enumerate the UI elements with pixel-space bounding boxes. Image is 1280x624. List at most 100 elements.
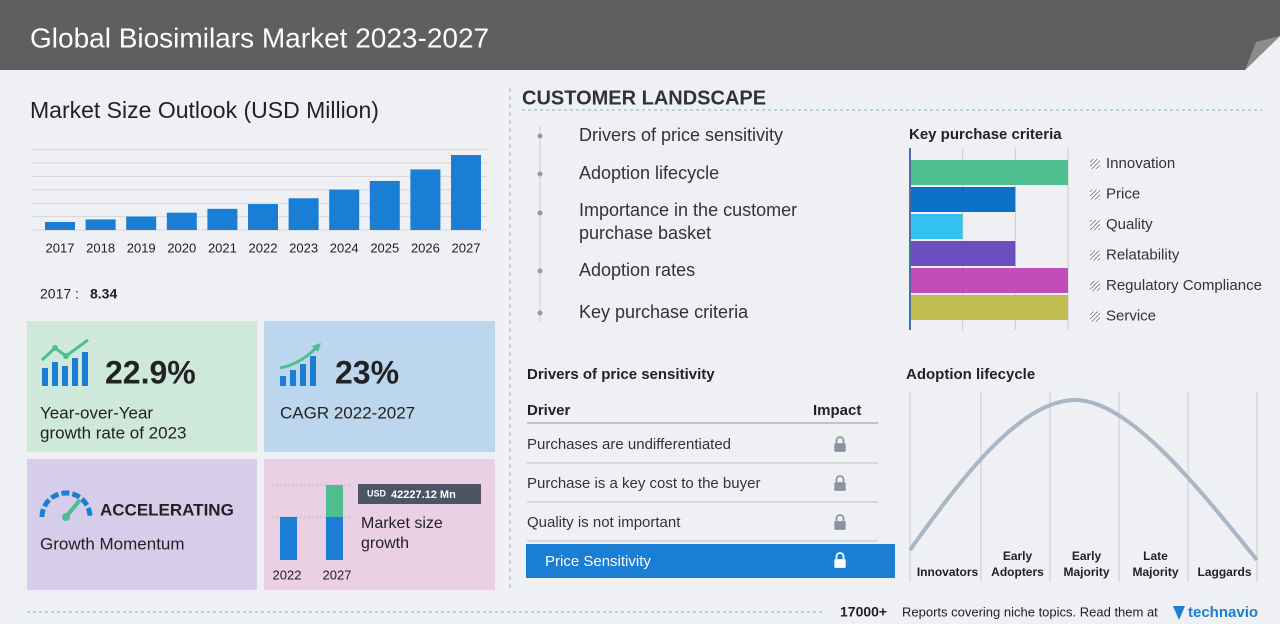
mini-bar bbox=[280, 517, 297, 560]
bar bbox=[451, 155, 481, 230]
currency: USD bbox=[367, 488, 387, 498]
lock-icon bbox=[834, 437, 845, 452]
x-tick-label: 2020 bbox=[167, 240, 196, 255]
item-text: Adoption rates bbox=[579, 260, 695, 280]
base-year: 2017 bbox=[40, 286, 71, 302]
card bbox=[27, 459, 257, 590]
x-tick-label: 2017 bbox=[46, 240, 75, 255]
momentum-label: ACCELERATING bbox=[100, 500, 234, 519]
momentum-sublabel: Growth Momentum bbox=[40, 534, 185, 553]
stage-label: Adopters bbox=[991, 565, 1044, 579]
row-text: Purchase is a key cost to the buyer bbox=[527, 475, 760, 492]
table-title: Drivers of price sensitivity bbox=[527, 366, 715, 383]
stage-label: Early bbox=[1003, 549, 1033, 563]
card-value: 22.9% bbox=[105, 354, 196, 390]
bar bbox=[910, 160, 1068, 185]
landscape-items: Drivers of price sensitivity Adoption lif… bbox=[538, 125, 798, 322]
legend-swatch bbox=[1090, 220, 1100, 230]
bar bbox=[126, 217, 156, 230]
footer-count: 17000+ bbox=[840, 604, 887, 620]
footer-text: Reports covering niche topics. Read them… bbox=[902, 604, 1158, 619]
lock-icon bbox=[834, 515, 845, 530]
legend-swatch bbox=[1090, 251, 1100, 261]
bar bbox=[910, 214, 963, 239]
card-label: growth bbox=[361, 535, 409, 552]
bar bbox=[910, 268, 1068, 293]
brand-mark bbox=[1173, 606, 1185, 620]
highlight-text: Price Sensitivity bbox=[545, 553, 651, 570]
item-dot bbox=[538, 311, 543, 316]
legend-label: Relatability bbox=[1106, 246, 1180, 263]
x-tick-label: 2018 bbox=[86, 240, 115, 255]
column-header: Impact bbox=[813, 402, 861, 419]
row-text: Purchases are undifferentiated bbox=[527, 436, 731, 453]
mini-bar-growth bbox=[326, 485, 343, 517]
market-size-chart: 2017 2018 2019 2020 2021 2022 2023 2024 2025 2026… bbox=[32, 150, 487, 256]
x-tick-label: 2021 bbox=[208, 240, 237, 255]
legend-swatch bbox=[1090, 281, 1100, 291]
legend-swatch bbox=[1090, 159, 1100, 169]
card-label: Year-over-Year bbox=[40, 403, 153, 422]
base-value: 8.34 bbox=[90, 286, 117, 302]
legend-swatch bbox=[1090, 190, 1100, 200]
card-label: CAGR 2022-2027 bbox=[280, 403, 415, 422]
x-tick-label: 2022 bbox=[249, 240, 278, 255]
mini-bar bbox=[326, 517, 343, 560]
bar bbox=[86, 219, 116, 230]
bar bbox=[289, 198, 319, 230]
year-label: 2022 bbox=[273, 567, 302, 582]
kpc-title: Key purchase criteria bbox=[909, 126, 1062, 143]
lock-icon bbox=[834, 476, 845, 491]
x-tick-label: 2023 bbox=[289, 240, 318, 255]
lifecycle-title: Adoption lifecycle bbox=[906, 366, 1035, 383]
bar bbox=[410, 169, 440, 230]
stage-label: Majority bbox=[1132, 565, 1178, 579]
stage-label: Early bbox=[1072, 549, 1102, 563]
bar bbox=[910, 241, 1015, 266]
bar bbox=[45, 222, 75, 230]
x-tick-label: 2019 bbox=[127, 240, 156, 255]
bar bbox=[910, 187, 1015, 212]
stage-label: Late bbox=[1143, 549, 1168, 563]
kpc-chart: Innovation Price Quality Relatability Regula… bbox=[910, 148, 1262, 330]
year-label: 2027 bbox=[323, 567, 352, 582]
section-title: CUSTOMER LANDSCAPE bbox=[522, 87, 766, 109]
item-text: Key purchase criteria bbox=[579, 302, 749, 322]
card-value: 23% bbox=[335, 354, 399, 390]
x-tick-label: 2025 bbox=[370, 240, 399, 255]
item-text: Drivers of price sensitivity bbox=[579, 125, 783, 145]
x-tick-label: 2026 bbox=[411, 240, 440, 255]
item-dot bbox=[538, 172, 543, 177]
bar bbox=[329, 190, 359, 230]
table-rows: Purchases are undifferentiated Purchase i… bbox=[527, 436, 878, 541]
card-label: Market size bbox=[361, 515, 443, 532]
legend-label: Regulatory Compliance bbox=[1106, 277, 1262, 294]
bar bbox=[248, 204, 278, 230]
separator: : bbox=[75, 286, 79, 302]
row-text: Quality is not important bbox=[527, 514, 681, 531]
amount: 42227.12 Mn bbox=[391, 489, 456, 501]
header-title: Global Biosimilars Market 2023-2027 bbox=[30, 22, 489, 53]
item-text: Adoption lifecycle bbox=[579, 163, 719, 183]
x-tick-label: 2027 bbox=[452, 240, 481, 255]
bar bbox=[207, 209, 237, 230]
stage-label: Laggards bbox=[1197, 565, 1251, 579]
legend-label: Service bbox=[1106, 307, 1156, 324]
legend-label: Quality bbox=[1106, 216, 1153, 233]
bar bbox=[167, 213, 197, 230]
lifecycle-curve bbox=[910, 400, 1257, 560]
lifecycle: Innovators Early Adopters Early Majority Late… bbox=[910, 392, 1257, 582]
item-dot bbox=[538, 134, 543, 139]
item-dot bbox=[538, 211, 543, 216]
stage-label: Majority bbox=[1063, 565, 1109, 579]
legend-swatch bbox=[1090, 312, 1100, 322]
bar bbox=[910, 295, 1068, 320]
stage-label: Innovators bbox=[917, 565, 979, 579]
legend-label: Innovation bbox=[1106, 155, 1175, 172]
legend-label: Price bbox=[1106, 185, 1140, 202]
card-label: growth rate of 2023 bbox=[40, 423, 186, 442]
x-tick-label: 2024 bbox=[330, 240, 359, 255]
item-text: Importance in the customer bbox=[579, 200, 797, 220]
